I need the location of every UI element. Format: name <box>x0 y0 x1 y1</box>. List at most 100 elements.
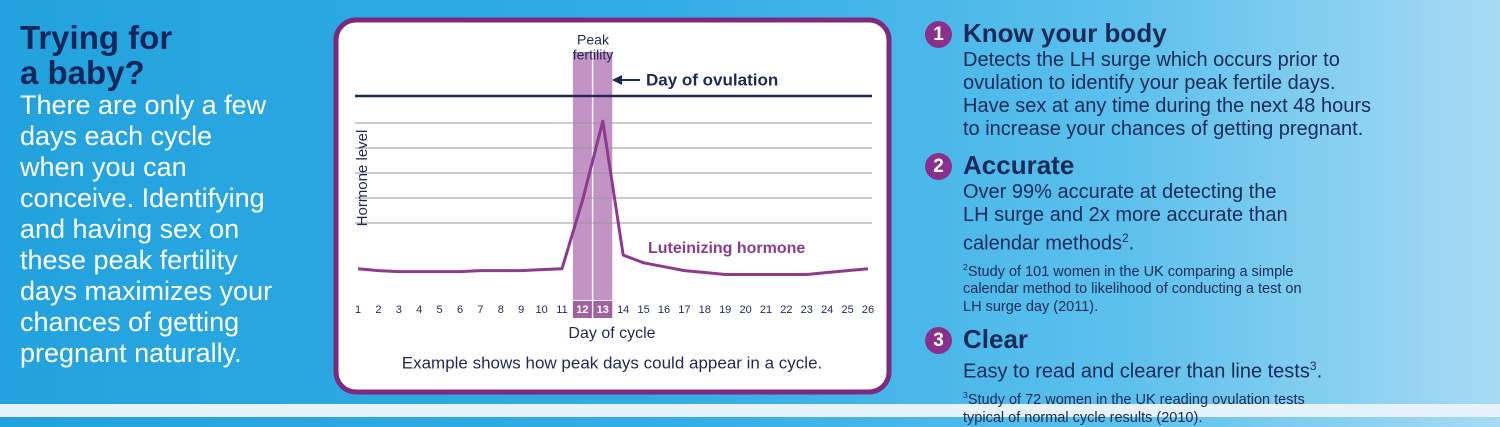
feature-item: 2 Accurate Over 99% accurate at detecting … <box>925 150 1485 316</box>
footnote-mark: 3 <box>963 390 968 401</box>
footnote: 2Study of 101 women in the UK comparing … <box>963 258 1485 317</box>
intro-title: a baby? <box>20 54 145 91</box>
x-tick-label: 23 <box>801 304 813 316</box>
intro: Trying for a baby? There are only a few day… <box>20 20 325 369</box>
item-body-line: Easy to read and clearer than line tests… <box>963 355 1485 384</box>
feature-item: 1 Know your body Detects the LH surge whic… <box>925 18 1485 141</box>
x-tick-label: 14 <box>617 304 629 316</box>
x-tick-label: 4 <box>416 304 422 316</box>
item-body-text: Detects the LH surge which occurs prior … <box>963 49 1340 71</box>
x-tick-label: 13 <box>597 304 609 316</box>
footnote-text: typical of normal cycle results (2010). <box>963 409 1203 426</box>
intro-body-line: days maximizes your <box>20 276 273 306</box>
item-number: 1 <box>925 21 952 48</box>
item-body-text: Easy to read and clearer than line tests <box>963 361 1310 384</box>
peak-label: fertility <box>573 47 613 63</box>
peak-band <box>572 52 592 300</box>
x-tick-label: 6 <box>457 304 463 316</box>
item-body-line: Detects the LH surge which occurs prior … <box>963 49 1485 72</box>
feature-list: 1 Know your body Detects the LH surge whic… <box>925 18 1485 427</box>
x-tick-label: 17 <box>678 304 690 316</box>
x-tick-label: 19 <box>719 304 731 316</box>
chart-card <box>333 17 892 395</box>
footnote-line: 2Study of 101 women in the UK comparing … <box>963 258 1485 281</box>
intro-body-line: There are only a few <box>20 90 267 120</box>
footnote-line: LH surge day (2011). <box>963 298 1485 316</box>
footnote-ref: 3 <box>1309 359 1317 374</box>
peak-day-box <box>593 301 613 318</box>
x-tick-label: 10 <box>535 304 547 316</box>
y-axis-label: Hormone level <box>354 130 371 227</box>
ovulation-arrowhead <box>612 75 622 85</box>
footnote-text: Study of 72 women in the UK reading ovul… <box>967 391 1305 408</box>
x-tick-label: 20 <box>739 304 751 316</box>
x-tick-label: 18 <box>699 304 711 316</box>
item-body-text: Over 99% accurate at detecting the <box>963 181 1277 203</box>
footnote-line: 3Study of 72 women in the UK reading ovu… <box>963 386 1485 409</box>
item-body-line: Have sex at any time during the next 48 … <box>963 95 1485 118</box>
chart-caption: Example shows how peak days could appear… <box>402 353 823 372</box>
peak-band <box>593 52 613 300</box>
intro-title: Trying for <box>20 19 173 56</box>
item-body-line: calendar methods2. <box>963 227 1485 256</box>
footnote-line: calendar method to likelihood of conduct… <box>963 280 1485 298</box>
x-tick-label: 7 <box>477 304 483 316</box>
x-tick-label: 26 <box>862 304 874 316</box>
x-tick-label: 22 <box>780 304 792 316</box>
x-tick-label: 12 <box>576 304 588 316</box>
item-body-line: ovulation to identify your peak fertile … <box>963 72 1485 95</box>
x-tick-label: 2 <box>375 304 381 316</box>
footnote-text: calendar method to likelihood of conduct… <box>963 281 1302 298</box>
item-heading: Clear <box>963 324 1029 355</box>
x-tick-label: 25 <box>841 304 853 316</box>
x-axis-label: Day of cycle <box>568 325 655 342</box>
x-tick-label: 21 <box>760 304 772 316</box>
intro-body-line: days each cycle <box>20 121 213 151</box>
intro-body-line: when you can <box>20 152 187 182</box>
x-tick-label: 11 <box>556 304 567 316</box>
intro-body-line: conceive. Identifying <box>20 183 265 213</box>
item-body-line: Over 99% accurate at detecting the <box>963 181 1485 204</box>
item-heading: Accurate <box>963 150 1075 180</box>
intro-body-line: these peak fertility <box>20 245 238 275</box>
item-body-end: . <box>1128 232 1135 255</box>
x-tick-label: 15 <box>637 304 649 316</box>
intro-body: There are only a few days each cycle when … <box>20 90 325 369</box>
ovulation-label: Day of ovulation <box>646 70 778 89</box>
item-body-text: to increase your chances of getting preg… <box>963 118 1364 140</box>
intro-body-line: and having sex on <box>20 214 240 244</box>
item-body-end: . <box>1316 361 1323 384</box>
footnote-line: typical of normal cycle results (2010). <box>963 409 1485 427</box>
item-heading: Know your body <box>963 18 1167 48</box>
x-tick-label: 24 <box>821 304 833 316</box>
item-body-text: ovulation to identify your peak fertile … <box>963 72 1336 94</box>
item-body-text: calendar methods <box>963 232 1122 255</box>
x-tick-label: 8 <box>498 304 504 316</box>
x-tick-label: 16 <box>658 304 670 316</box>
item-number: 3 <box>925 327 952 355</box>
series-label: Luteinizing hormone <box>648 240 805 257</box>
item-body-line: to increase your chances of getting preg… <box>963 118 1485 141</box>
peak-day-box <box>572 301 592 318</box>
item-body-text: LH surge and 2x more accurate than <box>963 204 1288 226</box>
footnote: 3Study of 72 women in the UK reading ovu… <box>963 386 1485 427</box>
intro-body-line: pregnant naturally. <box>20 338 242 368</box>
x-tick-label: 5 <box>437 304 443 316</box>
item-body-text: Have sex at any time during the next 48 … <box>963 95 1372 117</box>
footnote-mark: 2 <box>963 261 968 272</box>
footnote-text: Study of 101 women in the UK comparing a… <box>967 263 1294 280</box>
item-number: 2 <box>925 153 952 180</box>
x-tick-label: 1 <box>355 304 361 316</box>
footnote-text: LH surge day (2011). <box>963 299 1099 316</box>
peak-label: Peak <box>577 32 610 48</box>
bottom-strip <box>0 404 1500 417</box>
item-body-line: LH surge and 2x more accurate than <box>963 204 1485 227</box>
x-tick-label: 9 <box>518 304 524 316</box>
feature-item: 3 Clear Easy to read and clearer than line… <box>925 324 1485 426</box>
intro-body-line: chances of getting <box>20 307 240 337</box>
hormone-line <box>357 119 869 276</box>
x-tick-label: 3 <box>396 304 402 316</box>
footnote-ref: 2 <box>1121 231 1129 245</box>
